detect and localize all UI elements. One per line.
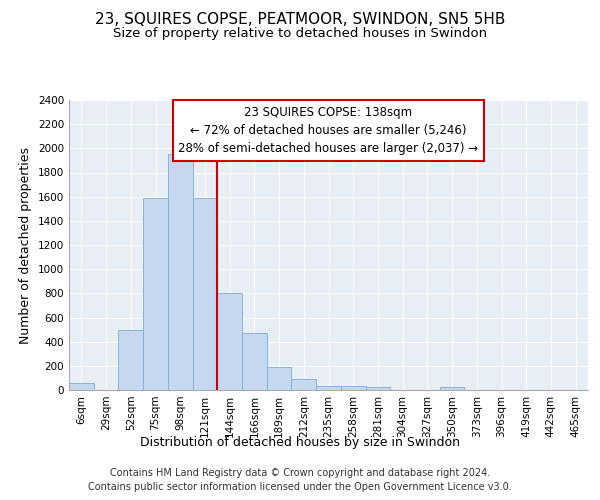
Bar (242, 333, 267, 390)
Bar (168, 154, 193, 390)
Bar (440, 387, 464, 390)
Text: Distribution of detached houses by size in Swindon: Distribution of detached houses by size … (140, 436, 460, 449)
Bar (341, 386, 365, 390)
Bar (292, 379, 316, 390)
Text: Contains public sector information licensed under the Open Government Licence v3: Contains public sector information licen… (88, 482, 512, 492)
Bar (267, 367, 292, 390)
Bar (69, 383, 94, 390)
Text: 23, SQUIRES COPSE, PEATMOOR, SWINDON, SN5 5HB: 23, SQUIRES COPSE, PEATMOOR, SWINDON, SN… (95, 12, 505, 28)
Text: 23 SQUIRES COPSE: 138sqm
← 72% of detached houses are smaller (5,246)
28% of sem: 23 SQUIRES COPSE: 138sqm ← 72% of detach… (178, 106, 479, 155)
Y-axis label: Number of detached properties: Number of detached properties (19, 146, 32, 344)
Bar (118, 330, 143, 390)
Bar (217, 294, 242, 390)
Bar (143, 198, 168, 390)
Bar (193, 198, 217, 390)
Bar (365, 387, 390, 390)
Bar (316, 386, 341, 390)
Text: Contains HM Land Registry data © Crown copyright and database right 2024.: Contains HM Land Registry data © Crown c… (110, 468, 490, 477)
Text: Size of property relative to detached houses in Swindon: Size of property relative to detached ho… (113, 28, 487, 40)
